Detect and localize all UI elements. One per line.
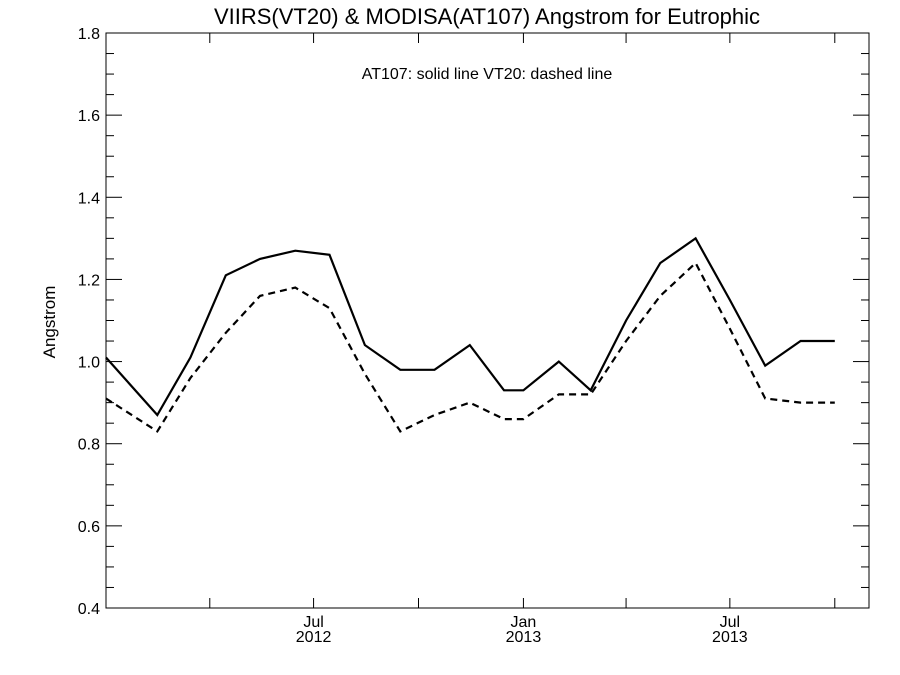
x-tick-label-year: 2013	[506, 629, 542, 646]
x-tick-label-month: Jul	[720, 614, 740, 631]
y-tick-label: 0.6	[78, 519, 100, 536]
x-tick-label-year: 2013	[712, 629, 748, 646]
y-tick-label: 1.8	[78, 26, 100, 43]
x-tick-label-year: 2012	[296, 629, 332, 646]
series-line-vt20	[105, 261, 835, 433]
y-tick-label: 1.2	[78, 272, 100, 289]
chart-title: VIIRS(VT20) & MODISA(AT107) Angstrom for…	[214, 4, 760, 29]
series-layer	[105, 236, 835, 433]
chart-annotation: AT107: solid line VT20: dashed line	[362, 66, 613, 83]
y-tick-label: 1.6	[78, 108, 100, 125]
y-axis-label: Angstrom	[40, 286, 59, 359]
y-tick-label: 1.0	[78, 355, 100, 372]
y-tick-label: 0.8	[78, 437, 100, 454]
ticks-layer: 0.40.60.81.01.21.41.61.8Jul2012Jan2013Ju…	[78, 26, 869, 646]
x-tick-label-month: Jan	[511, 614, 537, 631]
y-tick-label: 0.4	[78, 601, 100, 618]
plot-frame	[105, 32, 870, 609]
series-line-at107	[105, 236, 835, 417]
x-tick-label-month: Jul	[303, 614, 323, 631]
y-tick-label: 1.4	[78, 190, 100, 207]
